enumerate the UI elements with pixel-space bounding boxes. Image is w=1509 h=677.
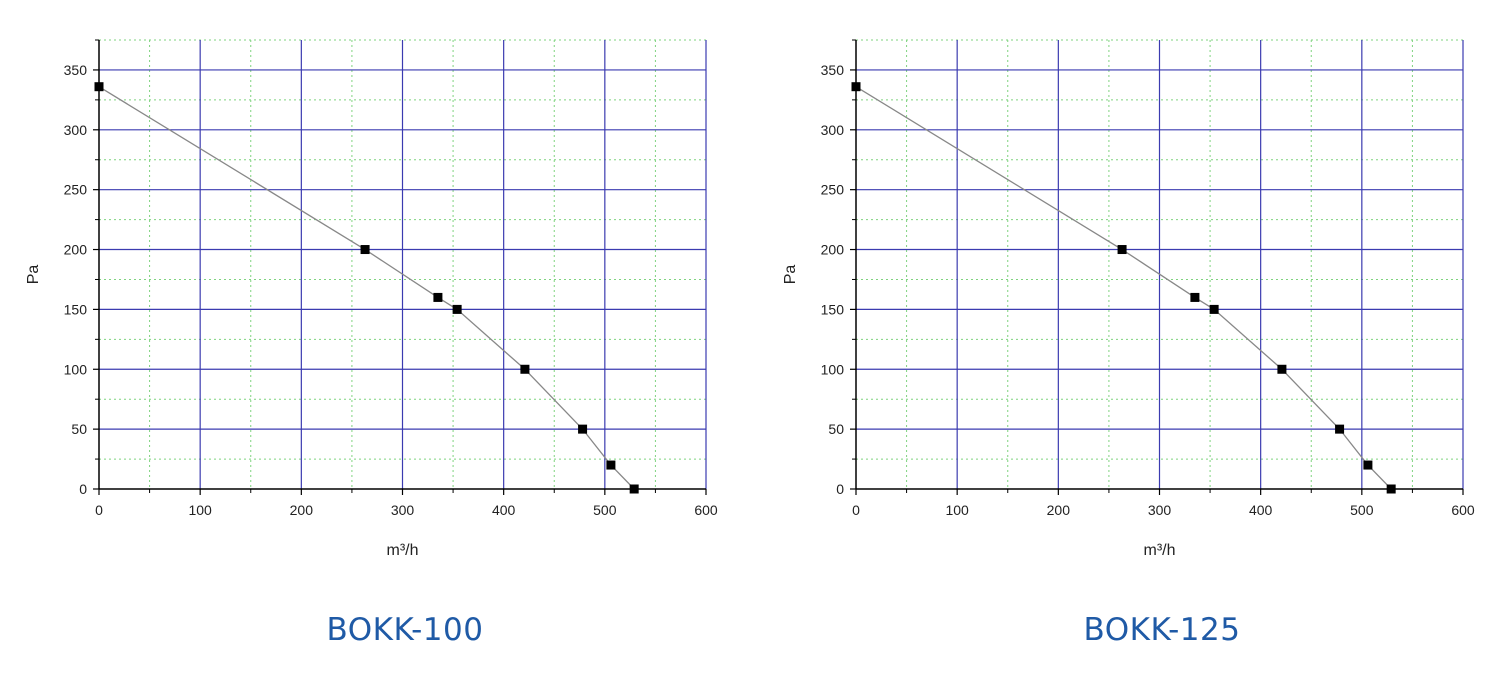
x-tick-label: 600 xyxy=(1451,502,1475,518)
y-tick-label: 150 xyxy=(64,301,88,317)
y-tick-label: 300 xyxy=(821,122,845,138)
data-point xyxy=(520,364,530,374)
x-tick-label: 400 xyxy=(492,502,516,518)
y-tick-label: 350 xyxy=(821,62,845,78)
data-point xyxy=(1335,424,1345,434)
chart-bokk-125: 0 100 200 300 400 500 600 0 50 100 150 200 250 300 350… xyxy=(782,39,1475,559)
data-point xyxy=(1277,364,1287,374)
y-tick-label: 0 xyxy=(836,481,844,497)
data-point xyxy=(94,82,104,92)
x-tick-label: 0 xyxy=(852,502,860,518)
x-axis-label: m³/h xyxy=(387,542,419,559)
chart-caption: BOKK-100 xyxy=(326,612,484,648)
data-point xyxy=(1117,245,1127,255)
x-tick-label: 100 xyxy=(188,502,212,518)
x-tick-label: 100 xyxy=(945,502,969,518)
chart-bokk-100: 0 100 200 300 400 500 600 0 50 100 150 200 250 300 350… xyxy=(25,39,718,559)
y-axis-label: Pa xyxy=(782,265,799,285)
data-point xyxy=(452,304,462,314)
data-point xyxy=(1363,460,1373,470)
x-tick-label: 600 xyxy=(694,502,718,518)
chart-caption: BOKK-125 xyxy=(1083,612,1241,648)
data-point xyxy=(851,82,861,92)
y-tick-label: 50 xyxy=(828,421,844,437)
data-point xyxy=(1190,292,1200,302)
y-tick-label: 100 xyxy=(64,361,88,377)
x-tick-label: 200 xyxy=(290,502,314,518)
data-point xyxy=(1209,304,1219,314)
data-point xyxy=(606,460,616,470)
y-tick-label: 200 xyxy=(821,242,845,258)
y-tick-label: 100 xyxy=(821,361,845,377)
y-tick-label: 200 xyxy=(64,242,88,258)
data-point xyxy=(629,484,639,494)
data-point xyxy=(360,245,370,255)
y-tick-label: 300 xyxy=(64,122,88,138)
y-tick-label: 0 xyxy=(79,481,87,497)
x-tick-label: 500 xyxy=(1350,502,1374,518)
y-tick-label: 50 xyxy=(71,421,87,437)
y-tick-label: 350 xyxy=(64,62,88,78)
series-line xyxy=(855,86,1392,490)
chart-panel-bokk-125: 0 100 200 300 400 500 600 0 50 100 150 200 250 300 350… xyxy=(757,0,1497,677)
x-tick-label: 400 xyxy=(1249,502,1273,518)
x-tick-label: 300 xyxy=(1148,502,1172,518)
x-tick-label: 200 xyxy=(1047,502,1071,518)
y-tick-label: 150 xyxy=(821,301,845,317)
x-tick-label: 300 xyxy=(391,502,415,518)
y-tick-label: 250 xyxy=(821,182,845,198)
x-axis-label: m³/h xyxy=(1144,542,1176,559)
series-line xyxy=(98,86,635,490)
data-point xyxy=(433,292,443,302)
data-point xyxy=(1386,484,1396,494)
data-point xyxy=(578,424,588,434)
x-tick-label: 500 xyxy=(593,502,617,518)
y-tick-label: 250 xyxy=(64,182,88,198)
chart-panel-bokk-100: 0 100 200 300 400 500 600 0 50 100 150 200 250 300 350… xyxy=(0,0,740,677)
y-axis-label: Pa xyxy=(25,265,42,285)
x-tick-label: 0 xyxy=(95,502,103,518)
